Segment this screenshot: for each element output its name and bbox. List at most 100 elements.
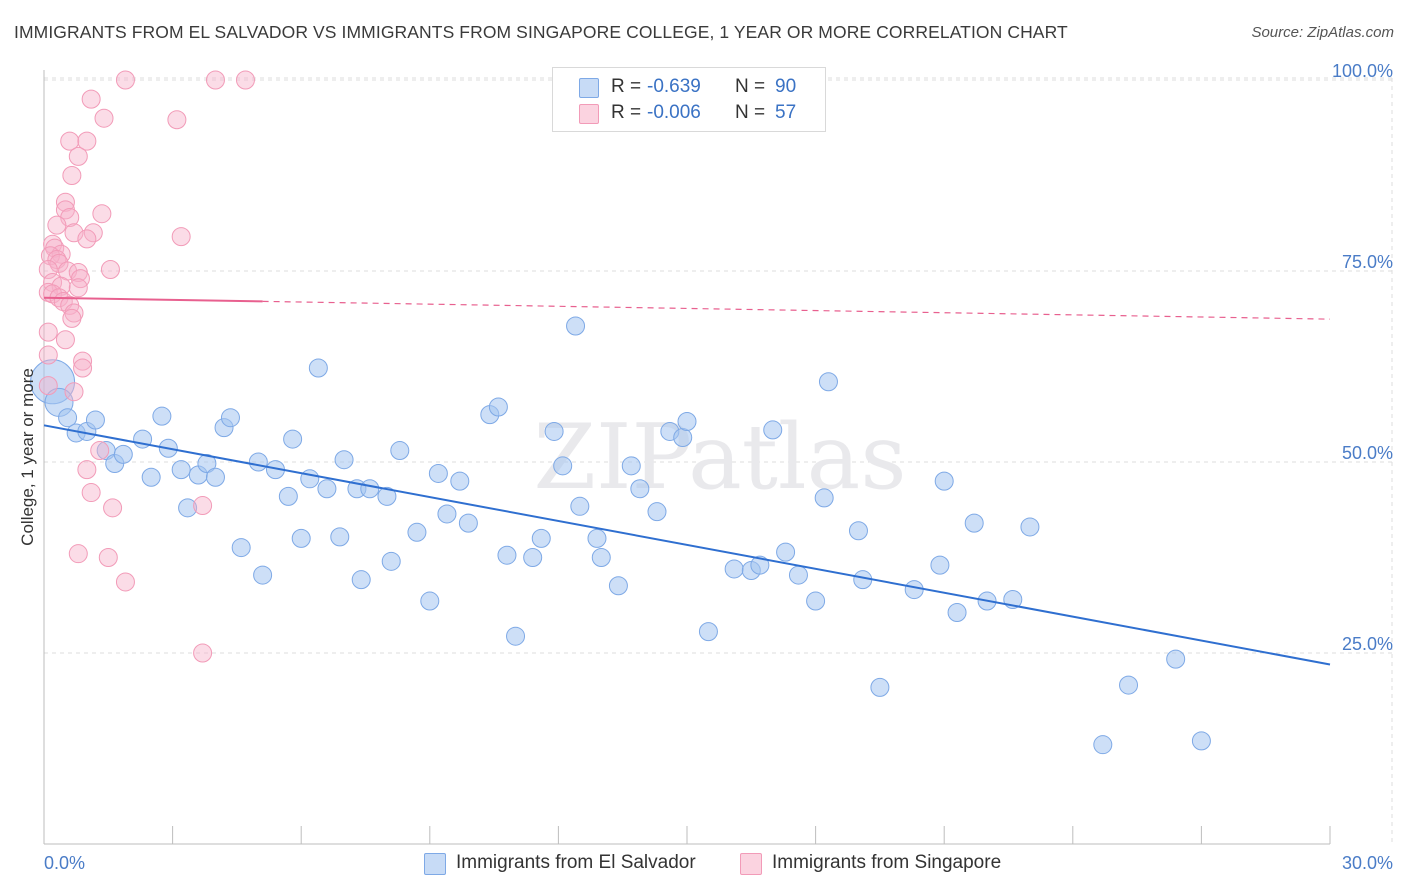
data-point <box>497 545 517 565</box>
data-point <box>930 555 950 575</box>
data-point <box>870 677 890 697</box>
data-point <box>85 410 105 430</box>
data-point <box>630 479 650 499</box>
data-point <box>171 460 191 480</box>
data-point <box>100 259 120 279</box>
data-point <box>330 527 350 547</box>
data-point <box>205 70 225 90</box>
data-point <box>38 259 58 279</box>
data-point <box>308 358 328 378</box>
series-singapore <box>38 70 255 663</box>
legend-n-label: N = <box>735 76 766 97</box>
data-point <box>141 467 161 487</box>
legend-r-value: -0.006 <box>647 102 701 123</box>
data-point <box>152 406 172 426</box>
trend-line <box>43 424 1331 666</box>
data-point <box>390 441 410 461</box>
data-point <box>178 498 198 518</box>
data-point <box>570 496 590 516</box>
data-point <box>90 441 110 461</box>
data-point <box>77 131 97 151</box>
bottom-legend-swatch-el-salvador <box>424 853 446 875</box>
data-point <box>698 622 718 642</box>
data-point <box>77 460 97 480</box>
data-point <box>47 215 67 235</box>
data-point <box>103 498 123 518</box>
data-point <box>351 570 371 590</box>
data-points <box>30 70 1211 755</box>
data-point <box>283 429 303 449</box>
data-point <box>1020 517 1040 537</box>
data-point <box>38 376 58 396</box>
data-point <box>506 626 526 646</box>
data-point <box>848 521 868 541</box>
data-point <box>818 372 838 392</box>
data-point <box>647 502 667 522</box>
data-point <box>673 428 693 448</box>
data-point <box>77 229 97 249</box>
data-point <box>788 565 808 585</box>
data-point <box>68 146 88 166</box>
axes <box>43 70 1331 845</box>
data-point <box>360 479 380 499</box>
data-point <box>488 397 508 417</box>
data-point <box>278 486 298 506</box>
legend-n-label: N = <box>735 102 766 123</box>
watermark: ZIPatlas <box>533 405 906 510</box>
legend-n-value: 57 <box>775 102 797 123</box>
data-point <box>115 70 135 90</box>
data-point <box>381 551 401 571</box>
trend-line <box>43 296 263 303</box>
bottom-legend-swatch-singapore <box>740 853 762 875</box>
data-point <box>544 421 564 441</box>
legend-r-label: R = <box>611 76 642 97</box>
correlation-legend: R = -0.639 N = 90 R = -0.006 N = 57 <box>552 67 826 132</box>
data-point <box>62 308 82 328</box>
data-point <box>68 278 88 298</box>
trend-lines <box>43 296 1331 666</box>
data-point <box>458 513 478 533</box>
data-point <box>763 420 783 440</box>
data-point <box>291 528 311 548</box>
data-point <box>814 488 834 508</box>
data-point <box>904 580 924 600</box>
data-point <box>60 131 80 151</box>
data-point <box>81 483 101 503</box>
data-point <box>1191 731 1211 751</box>
data-point <box>94 108 114 128</box>
data-point <box>677 412 697 432</box>
y-tick-label: 50.0% <box>1342 443 1393 463</box>
legend-r-label: R = <box>611 102 642 123</box>
data-point <box>317 479 337 499</box>
data-point <box>450 471 470 491</box>
data-point <box>587 528 607 548</box>
y-tick-label: 75.0% <box>1342 252 1393 272</box>
data-point <box>621 456 641 476</box>
data-point <box>553 456 573 476</box>
data-point <box>591 548 611 567</box>
data-point <box>1119 675 1139 695</box>
chart-title: IMMIGRANTS FROM EL SALVADOR VS IMMIGRANT… <box>14 22 1068 42</box>
data-point <box>55 330 75 350</box>
bottom-legend-label: Immigrants from Singapore <box>772 852 1002 873</box>
data-point <box>300 469 320 489</box>
axis-labels: 25.0% 50.0% 75.0% 100.0% 0.0% 30.0% College, 1… <box>18 61 1393 873</box>
data-point <box>1093 735 1113 755</box>
bottom-legend-label: Immigrants from El Salvador <box>456 852 696 873</box>
data-point <box>64 382 84 402</box>
data-point <box>248 452 268 472</box>
data-point <box>750 555 770 575</box>
data-point <box>113 444 133 464</box>
data-point <box>377 486 397 506</box>
data-point <box>58 408 78 428</box>
data-point <box>38 322 58 342</box>
data-point <box>167 110 187 130</box>
data-point <box>1166 649 1186 669</box>
data-point <box>197 454 217 474</box>
legend-swatch-singapore <box>579 104 599 124</box>
data-point <box>806 591 826 611</box>
data-point <box>92 204 112 224</box>
y-tick-label: 25.0% <box>1342 634 1393 654</box>
series-el-salvador <box>30 316 1211 755</box>
